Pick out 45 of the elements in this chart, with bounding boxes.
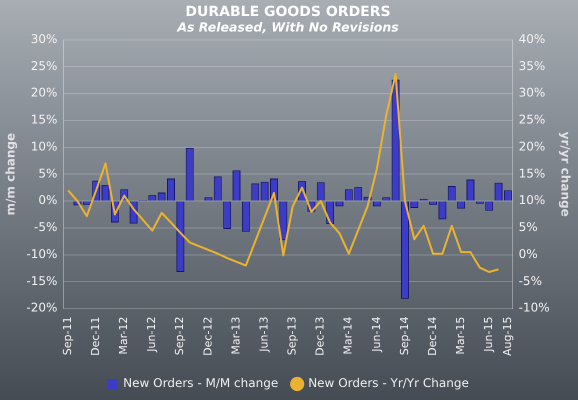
chart-subtitle: As Released, With No Revisions (176, 20, 399, 35)
y-tick-label: 10% (30, 139, 58, 154)
y-tick-label: -15% (26, 274, 58, 288)
y-tick-label: -20% (26, 300, 58, 315)
x-tick-label: Dec-14 (426, 316, 439, 356)
x-tick-label: Sep-12 (173, 316, 186, 356)
x-tick-label: Dec-13 (314, 316, 327, 356)
chart-title: DURABLE GOODS ORDERS (185, 4, 391, 20)
x-tick-label: Dec-12 (201, 316, 214, 356)
y-tick-label: -10% (26, 246, 58, 261)
y2-tick-label: 20% (518, 139, 546, 154)
legend-label: New Orders - M/M change (123, 376, 278, 390)
legend-label: New Orders - Yr/Yr Change (308, 376, 469, 390)
x-tick-label: Sep-11 (60, 316, 74, 356)
y-tick-label: 0% (38, 193, 58, 208)
x-tick-label: Jun-12 (145, 316, 158, 353)
x-tick-label: Mar-15 (454, 316, 467, 355)
x-tick-label: Jun-14 (370, 316, 383, 353)
y2-tick-label: 5% (518, 220, 538, 234)
y2-tick-label: 10% (518, 193, 546, 208)
y2-tick-label: -5% (518, 274, 542, 288)
y2-tick-label: -10% (518, 300, 550, 315)
y2-tick-label: 30% (518, 86, 546, 100)
x-tick-label: Jun-13 (257, 316, 270, 353)
x-tick-label: Mar-14 (342, 316, 355, 355)
x-tick-label: Sep-13 (286, 316, 299, 356)
y-axis-title: m/m change (3, 132, 18, 216)
x-tick-label: Mar-13 (229, 316, 242, 355)
x-tick-label: Dec-11 (89, 316, 102, 356)
x-tick-label: Aug-15 (500, 316, 514, 356)
x-tick-label: Sep-14 (398, 316, 411, 356)
y2-tick-label: 25% (518, 112, 546, 127)
y2-axis-title: yr/yr change (558, 132, 573, 217)
y2-tick-label: 35% (518, 58, 546, 73)
x-tick-label: Jun-15 (482, 316, 496, 353)
y-tick-label: 25% (30, 58, 58, 73)
y-tick-label: 15% (30, 112, 58, 127)
y-tick-label: 20% (30, 86, 58, 100)
y-tick-label: -5% (34, 220, 58, 234)
y-tick-label: 30% (30, 32, 58, 46)
y-tick-label: 5% (38, 166, 58, 180)
y2-tick-label: 0% (518, 246, 538, 261)
y2-tick-label: 15% (518, 166, 546, 180)
y2-tick-label: 40% (518, 32, 546, 46)
x-tick-label: Mar-12 (117, 316, 130, 355)
